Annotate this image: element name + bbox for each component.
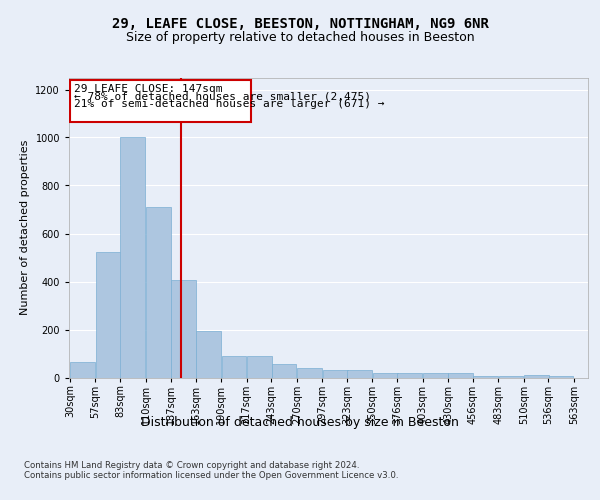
FancyBboxPatch shape	[70, 80, 251, 122]
Bar	[247, 356, 272, 378]
Bar	[121, 138, 145, 378]
Bar	[347, 370, 372, 378]
Bar	[172, 280, 196, 378]
Bar	[221, 356, 247, 378]
Bar	[70, 362, 95, 378]
Text: 21% of semi-detached houses are larger (671) →: 21% of semi-detached houses are larger (…	[74, 99, 384, 109]
Bar	[272, 364, 296, 378]
Text: Distribution of detached houses by size in Beeston: Distribution of detached houses by size …	[141, 416, 459, 429]
Bar	[297, 368, 322, 378]
Bar	[473, 376, 498, 378]
Bar	[96, 252, 121, 378]
Bar	[448, 372, 473, 378]
Bar	[146, 207, 171, 378]
Text: Contains public sector information licensed under the Open Government Licence v3: Contains public sector information licen…	[24, 472, 398, 480]
Text: 29, LEAFE CLOSE, BEESTON, NOTTINGHAM, NG9 6NR: 29, LEAFE CLOSE, BEESTON, NOTTINGHAM, NG…	[112, 18, 488, 32]
Bar	[397, 372, 422, 378]
Text: 29 LEAFE CLOSE: 147sqm: 29 LEAFE CLOSE: 147sqm	[74, 84, 222, 94]
Bar	[423, 372, 448, 378]
Text: Size of property relative to detached houses in Beeston: Size of property relative to detached ho…	[125, 31, 475, 44]
Bar	[323, 370, 347, 378]
Bar	[524, 375, 549, 378]
Text: ← 78% of detached houses are smaller (2,475): ← 78% of detached houses are smaller (2,…	[74, 92, 371, 102]
Bar	[373, 372, 398, 378]
Bar	[548, 376, 574, 378]
Y-axis label: Number of detached properties: Number of detached properties	[20, 140, 30, 315]
Text: Contains HM Land Registry data © Crown copyright and database right 2024.: Contains HM Land Registry data © Crown c…	[24, 462, 359, 470]
Bar	[499, 376, 523, 378]
Bar	[196, 330, 221, 378]
